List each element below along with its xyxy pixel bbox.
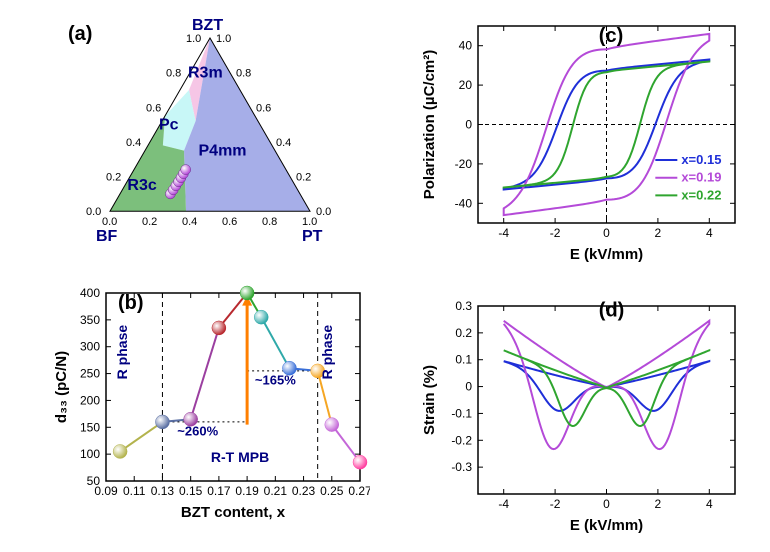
svg-text:x=0.22: x=0.22 — [681, 187, 721, 202]
svg-text:BZT: BZT — [192, 17, 223, 34]
svg-text:0.2: 0.2 — [455, 326, 472, 340]
svg-text:0.0: 0.0 — [102, 216, 117, 228]
svg-text:0.25: 0.25 — [320, 484, 344, 498]
svg-text:0.3: 0.3 — [455, 299, 472, 313]
svg-text:0: 0 — [603, 497, 610, 511]
svg-text:(d): (d) — [599, 300, 625, 322]
panel-b: 0.090.110.130.150.170.190.210.230.250.27… — [52, 285, 370, 521]
svg-text:-2: -2 — [550, 226, 561, 240]
svg-text:R phase: R phase — [319, 325, 335, 380]
svg-text:0.6: 0.6 — [256, 102, 271, 114]
svg-text:0.1: 0.1 — [455, 353, 472, 367]
svg-text:P4mm: P4mm — [199, 143, 247, 160]
svg-text:~165%: ~165% — [255, 372, 296, 387]
svg-text:200: 200 — [80, 393, 100, 407]
svg-text:E (kV/mm): E (kV/mm) — [570, 246, 643, 263]
svg-text:0.2: 0.2 — [106, 172, 121, 184]
svg-text:0.23: 0.23 — [292, 484, 316, 498]
svg-text:Strain (%): Strain (%) — [421, 365, 438, 435]
svg-text:400: 400 — [80, 286, 100, 300]
svg-text:0.19: 0.19 — [235, 484, 259, 498]
svg-text:0.2: 0.2 — [142, 216, 157, 228]
svg-text:1.0: 1.0 — [216, 33, 231, 45]
svg-text:-20: -20 — [455, 157, 473, 171]
svg-text:40: 40 — [459, 39, 473, 53]
svg-text:0.8: 0.8 — [262, 216, 277, 228]
svg-text:BF: BF — [96, 228, 118, 245]
svg-text:1.0: 1.0 — [302, 216, 317, 228]
svg-text:0.17: 0.17 — [207, 484, 231, 498]
svg-text:BZT content, x: BZT content, x — [181, 504, 286, 521]
svg-text:50: 50 — [87, 474, 101, 488]
svg-text:(b): (b) — [118, 292, 144, 314]
svg-text:R-T MPB: R-T MPB — [211, 449, 269, 465]
svg-text:4: 4 — [706, 226, 713, 240]
panel-c: -4-2024-40-2002040E (kV/mm)Polarization … — [420, 18, 745, 263]
svg-text:0: 0 — [465, 380, 472, 394]
svg-text:0.0: 0.0 — [86, 206, 101, 218]
svg-text:0: 0 — [603, 226, 610, 240]
svg-text:2: 2 — [655, 226, 662, 240]
svg-text:x=0.19: x=0.19 — [681, 170, 721, 185]
svg-text:(c): (c) — [599, 25, 623, 47]
svg-text:1.0: 1.0 — [186, 33, 201, 45]
svg-text:250: 250 — [80, 367, 100, 381]
svg-text:0.4: 0.4 — [276, 137, 291, 149]
svg-text:-4: -4 — [498, 226, 509, 240]
svg-text:0.4: 0.4 — [182, 216, 197, 228]
svg-text:0.21: 0.21 — [264, 484, 288, 498]
svg-text:0.6: 0.6 — [146, 102, 161, 114]
svg-text:0.4: 0.4 — [126, 137, 141, 149]
svg-text:Polarization (µC/cm²): Polarization (µC/cm²) — [421, 50, 438, 200]
svg-text:300: 300 — [80, 340, 100, 354]
svg-text:0.2: 0.2 — [296, 172, 311, 184]
svg-text:R3m: R3m — [188, 65, 223, 82]
svg-text:4: 4 — [706, 497, 713, 511]
panel-d: -4 -2 0 2 4 -0.3 -0.2 -0.1 0 0.1 0.2 0.3 E (kV/mm) St… — [420, 298, 745, 534]
svg-text:2: 2 — [655, 497, 662, 511]
svg-text:-2: -2 — [550, 497, 561, 511]
svg-text:E (kV/mm): E (kV/mm) — [570, 517, 643, 534]
svg-text:-0.2: -0.2 — [451, 433, 472, 447]
svg-text:0.6: 0.6 — [222, 216, 237, 228]
svg-text:~260%: ~260% — [177, 423, 218, 438]
svg-text:0.11: 0.11 — [123, 484, 146, 498]
svg-text:-0.3: -0.3 — [451, 460, 472, 474]
svg-text:-4: -4 — [498, 497, 509, 511]
svg-text:d₃₃ (pC/N): d₃₃ (pC/N) — [53, 351, 70, 423]
svg-text:0.27: 0.27 — [348, 484, 370, 498]
svg-text:350: 350 — [80, 313, 100, 327]
svg-text:0.13: 0.13 — [151, 484, 175, 498]
svg-text:R phase: R phase — [114, 325, 130, 380]
svg-text:100: 100 — [80, 447, 100, 461]
svg-text:0.8: 0.8 — [236, 68, 251, 80]
svg-text:(a): (a) — [68, 23, 92, 45]
svg-text:Pc: Pc — [159, 117, 179, 134]
svg-text:-40: -40 — [455, 196, 473, 210]
svg-text:PT: PT — [302, 228, 323, 245]
svg-text:0.8: 0.8 — [166, 68, 181, 80]
svg-text:20: 20 — [459, 78, 473, 92]
svg-text:0: 0 — [465, 118, 472, 132]
panel-a: 0.00.00.00.20.20.20.40.40.40.60.60.60.80… — [30, 10, 370, 260]
svg-text:150: 150 — [80, 420, 100, 434]
svg-text:0.15: 0.15 — [179, 484, 203, 498]
svg-text:R3c: R3c — [127, 177, 156, 194]
svg-text:x=0.15: x=0.15 — [681, 152, 721, 167]
svg-text:0.0: 0.0 — [316, 206, 331, 218]
svg-text:-0.1: -0.1 — [451, 406, 472, 420]
